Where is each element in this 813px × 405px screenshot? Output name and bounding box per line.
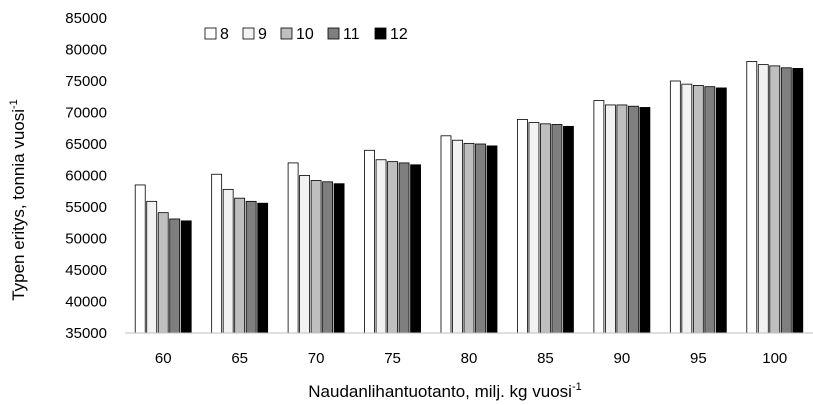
y-tick-label: 40000 bbox=[65, 294, 107, 311]
legend-swatch-12 bbox=[374, 27, 387, 40]
y-tick-label: 70000 bbox=[65, 105, 107, 122]
bar-11-90 bbox=[627, 105, 639, 334]
bar-11-85 bbox=[551, 124, 563, 334]
y-tick-label: 65000 bbox=[65, 136, 107, 153]
bar-8-80 bbox=[440, 135, 452, 334]
legend-swatch-8 bbox=[204, 27, 217, 40]
bar-8-65 bbox=[211, 173, 223, 334]
y-tick-label: 85000 bbox=[65, 10, 107, 27]
bar-10-85 bbox=[540, 123, 551, 334]
x-tick-label: 65 bbox=[231, 350, 248, 367]
bar-11-70 bbox=[322, 181, 334, 334]
bar-12-85 bbox=[563, 125, 574, 334]
bar-11-65 bbox=[245, 200, 257, 334]
legend-swatch-11 bbox=[327, 27, 340, 40]
bar-8-100 bbox=[746, 61, 758, 334]
bar-series-group bbox=[134, 61, 804, 334]
legend-label-12: 12 bbox=[390, 26, 408, 43]
bar-9-60 bbox=[146, 200, 158, 334]
bar-12-100 bbox=[792, 68, 804, 334]
bar-9-95 bbox=[681, 83, 693, 334]
bar-12-70 bbox=[333, 183, 345, 334]
bar-12-95 bbox=[715, 87, 727, 334]
legend-label-8: 8 bbox=[220, 26, 229, 43]
bar-8-90 bbox=[593, 100, 605, 334]
bar-12-65 bbox=[257, 202, 269, 334]
bar-9-70 bbox=[299, 175, 311, 334]
y-axis-title: Typen eritys, tonnia vuosi-1 bbox=[8, 99, 28, 301]
bar-11-75 bbox=[398, 162, 410, 334]
bar-9-65 bbox=[222, 188, 234, 334]
bar-9-90 bbox=[604, 104, 616, 334]
bar-12-75 bbox=[410, 164, 421, 334]
x-tick-label: 90 bbox=[614, 350, 631, 367]
bar-8-75 bbox=[364, 149, 375, 334]
y-tick-label: 75000 bbox=[65, 73, 107, 90]
y-tick-label: 35000 bbox=[65, 325, 107, 342]
bar-8-85 bbox=[517, 119, 528, 334]
legend-label-11: 11 bbox=[343, 26, 360, 43]
bar-10-65 bbox=[234, 197, 246, 334]
legend-label-10: 10 bbox=[296, 26, 314, 43]
x-tick-label: 80 bbox=[461, 350, 478, 367]
bar-12-80 bbox=[486, 145, 498, 334]
y-axis-title-superscript: -1 bbox=[8, 99, 20, 109]
bar-8-95 bbox=[669, 80, 681, 334]
bar-11-80 bbox=[475, 143, 486, 334]
bar-8-70 bbox=[287, 162, 299, 334]
y-tick-label: 55000 bbox=[65, 199, 107, 216]
y-axis-title-text: Typen eritys, tonnia vuosi bbox=[9, 109, 28, 301]
bar-11-60 bbox=[169, 218, 181, 334]
legend-swatch-10 bbox=[280, 27, 293, 40]
x-axis-title-text: Naudanlihantuotanto, milj. kg vuosi bbox=[308, 382, 572, 401]
x-axis: 60 65 70 75 80 85 90 95 100 bbox=[125, 332, 813, 367]
bar-9-85 bbox=[528, 122, 540, 334]
bar-10-95 bbox=[692, 85, 704, 334]
bar-10-100 bbox=[769, 65, 781, 334]
bar-11-100 bbox=[780, 67, 792, 334]
bar-10-70 bbox=[310, 180, 322, 334]
bar-10-80 bbox=[463, 142, 475, 334]
x-axis-title: Naudanlihantuotanto, milj. kg vuosi-1 bbox=[308, 381, 581, 401]
x-tick-label: 60 bbox=[155, 350, 172, 367]
bar-10-90 bbox=[616, 104, 628, 334]
legend-swatch-9 bbox=[242, 27, 255, 40]
bar-9-80 bbox=[452, 139, 463, 334]
bar-12-60 bbox=[180, 220, 192, 334]
bar-10-60 bbox=[157, 212, 169, 334]
x-axis-title-superscript: -1 bbox=[572, 381, 582, 393]
x-tick-label: 70 bbox=[308, 350, 325, 367]
y-tick-label: 60000 bbox=[65, 168, 107, 185]
bar-11-95 bbox=[704, 86, 716, 334]
bar-8-60 bbox=[134, 184, 146, 334]
bar-9-75 bbox=[375, 159, 387, 334]
y-axis: 35000 40000 45000 50000 55000 60000 65000 70000… bbox=[65, 10, 107, 342]
bar-10-75 bbox=[387, 161, 398, 334]
x-tick-label: 100 bbox=[762, 350, 787, 367]
legend: 8 9 10 11 12 bbox=[204, 26, 408, 43]
bar-9-100 bbox=[757, 64, 769, 334]
y-tick-label: 80000 bbox=[65, 42, 107, 59]
x-tick-label: 85 bbox=[537, 350, 554, 367]
x-tick-label: 95 bbox=[690, 350, 707, 367]
y-tick-label: 45000 bbox=[65, 262, 107, 279]
legend-label-9: 9 bbox=[258, 26, 267, 43]
x-tick-label: 75 bbox=[384, 350, 401, 367]
bar-12-90 bbox=[639, 107, 651, 334]
y-tick-label: 50000 bbox=[65, 231, 107, 248]
